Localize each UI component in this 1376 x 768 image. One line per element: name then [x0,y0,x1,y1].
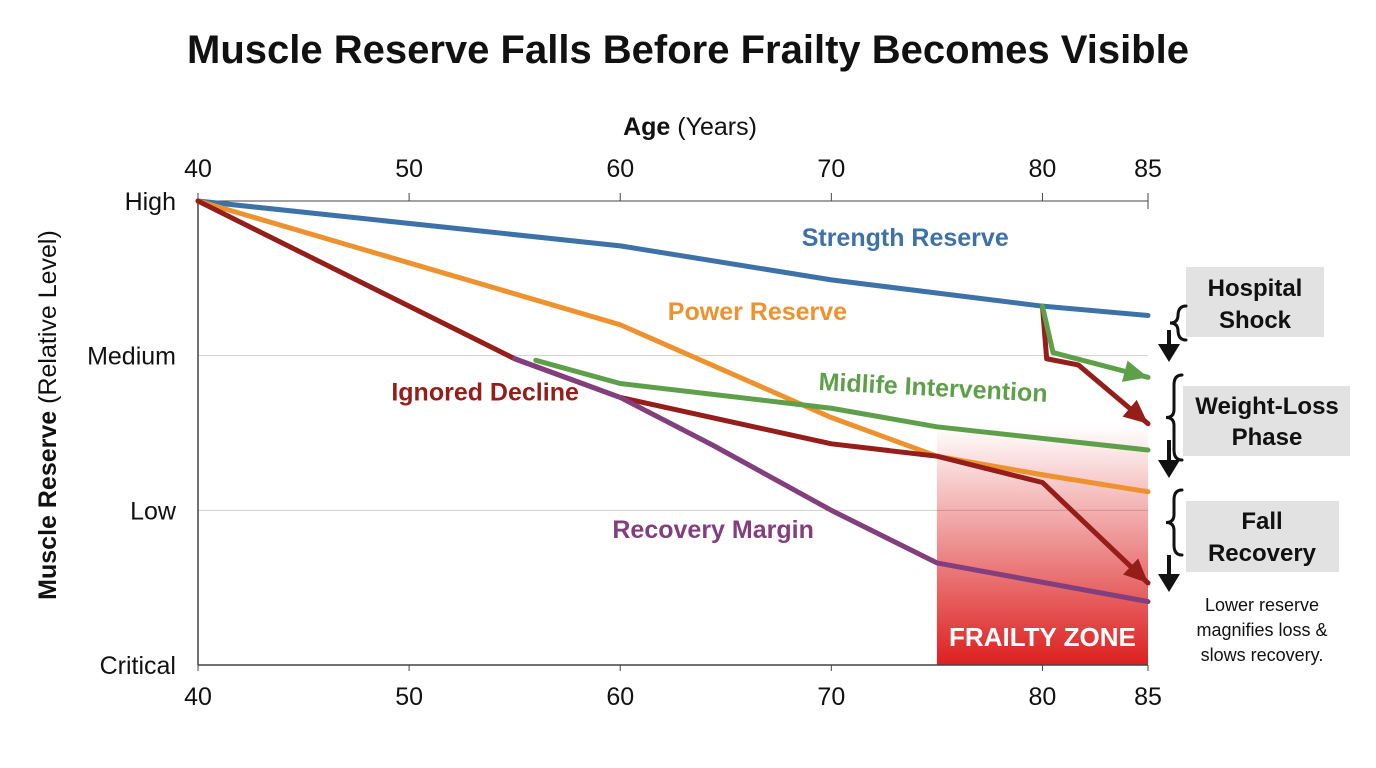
event-label-line2: Phase [1232,424,1303,451]
series-label: Recovery Margin [612,516,813,544]
x-tick-label-top: 85 [1134,155,1162,183]
x-tick-label-top: 60 [606,155,634,183]
series-line [1039,303,1151,380]
event-box-bg [1183,386,1350,456]
event-label-line2: Recovery [1208,540,1317,567]
y-tick-label: High [125,188,176,216]
arrowhead [1122,399,1148,424]
event-label-line1: Weight-Loss [1195,393,1339,420]
x-tick-label-bottom: 50 [395,683,423,711]
brace [1169,304,1188,342]
y-tick-label: Critical [100,652,176,680]
y-tick-label: Medium [87,343,176,371]
event-box-bg [1186,267,1324,337]
y-tick-label: Low [130,497,177,525]
event-box: Fall Recovery [1186,501,1339,572]
x-tick-label-bottom: 70 [817,683,845,711]
series-line [533,357,1151,453]
arrowhead [1123,558,1148,584]
series-label: Ignored Decline [391,379,579,407]
y-axis-title: Muscle Reserve (Relative Level) [34,230,62,600]
down-arrow-head [1158,574,1180,592]
series-line [512,356,1151,605]
down-arrow-head [1158,460,1180,478]
x-tick-label-bottom: 60 [606,683,634,711]
arrowhead [1122,360,1148,382]
x-tick-label-top: 80 [1029,155,1057,183]
x-tick-label-bottom: 80 [1029,683,1057,711]
series-line [195,198,1151,318]
x-tick-label-bottom: 85 [1134,683,1162,711]
down-arrow-head [1158,344,1180,362]
event-label-line1: Fall [1241,508,1282,535]
series-line [1039,303,1151,427]
event-box: Weight-Loss Phase [1183,386,1350,456]
event-label-line1: Hospital [1208,275,1303,302]
x-axis-title: Age (Years) [623,113,757,141]
event-box-bg [1186,501,1339,572]
series-label: Midlife Intervention [818,368,1048,408]
brace [1165,373,1184,462]
frailty-zone-label: FRAILTY ZONE [949,622,1136,652]
chart-title: Muscle Reserve Falls Before Frailty Beco… [187,28,1189,72]
event-box: Hospital Shock [1186,267,1324,337]
x-tick-label-top: 40 [184,155,212,183]
series-line [195,198,1151,495]
event-label-line2: Shock [1219,307,1292,334]
x-tick-label-top: 50 [395,155,423,183]
note-text-line: magnifies loss & [1196,620,1327,640]
series-label: Strength Reserve [802,224,1009,252]
x-tick-label-top: 70 [817,155,845,183]
brace [1165,488,1184,557]
series-label: Power Reserve [668,298,847,326]
x-tick-label-bottom: 40 [184,683,212,711]
note-text-line: slows recovery. [1201,645,1324,665]
note-text-line: Lower reserve [1205,595,1319,615]
